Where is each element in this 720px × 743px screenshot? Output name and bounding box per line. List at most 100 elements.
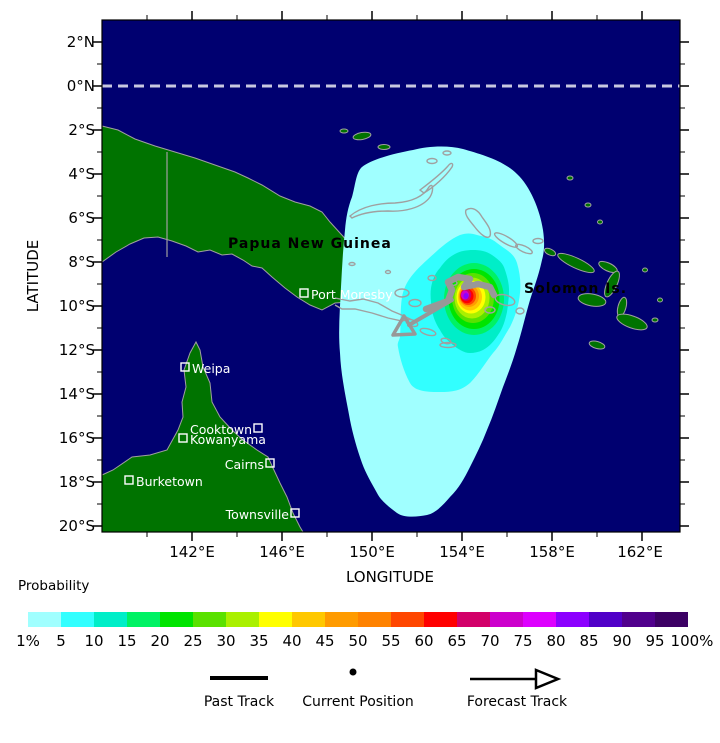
island <box>657 297 663 303</box>
island <box>543 247 557 257</box>
outline-island <box>515 307 525 315</box>
minor-ticks <box>97 15 685 537</box>
probability-contours <box>339 146 545 517</box>
cb-tick: 30 <box>216 632 235 650</box>
colorbar-segment <box>556 612 589 627</box>
x-tick: 162°E <box>617 543 663 561</box>
forecast-track-line <box>407 298 454 327</box>
outline-island <box>426 157 438 165</box>
x-tick: 158°E <box>529 543 575 561</box>
cb-tick: 70 <box>480 632 499 650</box>
x-tick: 150°E <box>349 543 395 561</box>
y-tick: 2°S <box>68 121 95 139</box>
cb-tick: 65 <box>447 632 466 650</box>
label-papua-new-guinea: Papua New Guinea <box>228 236 392 252</box>
marker-townsville <box>290 508 300 518</box>
colorbar-segment <box>523 612 556 627</box>
outline-island <box>427 274 437 282</box>
cb-tick: 20 <box>150 632 169 650</box>
x-axis-title: LONGITUDE <box>346 568 434 586</box>
outline-island <box>384 269 392 275</box>
colorbar-segment <box>589 612 622 627</box>
label-weipa: Weipa <box>192 361 230 376</box>
forecast-track-label: Forecast Track <box>467 694 568 710</box>
cb-tick: 1% <box>16 632 40 650</box>
colorbar-segment <box>325 612 358 627</box>
cb-tick: 40 <box>282 632 301 650</box>
colorbar-segment <box>28 612 61 627</box>
outline-bougainville <box>464 207 492 238</box>
colorbar-segment <box>358 612 391 627</box>
marker-burketown <box>124 475 134 485</box>
cb-tick: 15 <box>117 632 136 650</box>
island <box>616 313 648 331</box>
cb-tick: 10 <box>84 632 103 650</box>
island-malaita <box>604 270 620 298</box>
label-port-moresby: Port Moresby <box>311 287 393 302</box>
colorbar-segment <box>259 612 292 627</box>
colorbar <box>28 612 688 627</box>
colorbar-segment <box>391 612 424 627</box>
y-tick: 20°S <box>59 517 95 535</box>
cb-tick: 55 <box>381 632 400 650</box>
colorbar-segment <box>655 612 688 627</box>
outline-island <box>348 261 356 267</box>
island <box>339 128 349 134</box>
axis-ticks <box>93 11 689 541</box>
x-tick: 146°E <box>259 543 305 561</box>
island <box>584 202 592 208</box>
island-santa-isabel <box>557 252 595 274</box>
x-tick: 142°E <box>169 543 215 561</box>
cb-tick: 50 <box>348 632 367 650</box>
cb-tick: 100% <box>671 632 714 650</box>
cb-tick: 35 <box>249 632 268 650</box>
past-track-label: Past Track <box>204 694 275 710</box>
track-legend: Past Track Current Position Forecast Tra… <box>204 668 568 710</box>
colorbar-segment <box>127 612 160 627</box>
y-tick: 18°S <box>59 473 95 491</box>
x-tick: 154°E <box>439 543 485 561</box>
forecast-track-symbol-arrowhead <box>534 668 562 690</box>
label-cooktown: Cooktown <box>190 422 252 437</box>
colorbar-segment <box>193 612 226 627</box>
y-axis-labels: 2°N 0°N 2°S 4°S 6°S 8°S 10°S 12°S 14°S 1… <box>59 33 95 535</box>
y-tick: 14°S <box>59 385 95 403</box>
island <box>377 144 391 150</box>
x-axis-labels: 142°E 146°E 150°E 154°E 158°E 162°E <box>169 543 663 561</box>
cb-tick: 85 <box>579 632 598 650</box>
island <box>651 317 659 323</box>
cb-tick: 75 <box>513 632 532 650</box>
colorbar-segment <box>94 612 127 627</box>
colorbar-labels: 1% 5 10 15 20 25 30 35 40 45 50 55 60 65… <box>16 632 713 650</box>
label-burketown: Burketown <box>136 474 203 489</box>
colorbar-segment <box>61 612 94 627</box>
cb-tick: 45 <box>315 632 334 650</box>
outline-island <box>408 298 422 308</box>
colorbar-segment <box>424 612 457 627</box>
outline-island <box>532 237 544 245</box>
current-position-label: Current Position <box>302 694 414 710</box>
y-tick: 10°S <box>59 297 95 315</box>
outline-choiseul <box>493 232 519 248</box>
marker-cairns <box>265 458 275 468</box>
storm-track <box>391 273 498 337</box>
y-tick: 16°S <box>59 429 95 447</box>
label-townsville: Townsville <box>225 507 290 522</box>
marker-weipa <box>180 362 190 372</box>
outline-new-ireland <box>418 162 454 194</box>
outline-dentrecasteaux <box>394 288 410 298</box>
cb-tick: 90 <box>612 632 631 650</box>
island-makira <box>588 340 606 350</box>
cb-tick: 25 <box>183 632 202 650</box>
island-guadalcanal <box>577 293 607 307</box>
colorbar-segment <box>622 612 655 627</box>
marker-cooktown <box>253 423 263 433</box>
cb-tick: 95 <box>645 632 664 650</box>
colorbar-title: Probability <box>18 578 89 594</box>
major-ticks <box>93 11 689 541</box>
cb-tick: 60 <box>414 632 433 650</box>
cb-tick: 5 <box>56 632 66 650</box>
island <box>352 131 372 141</box>
y-tick: 12°S <box>59 341 95 359</box>
